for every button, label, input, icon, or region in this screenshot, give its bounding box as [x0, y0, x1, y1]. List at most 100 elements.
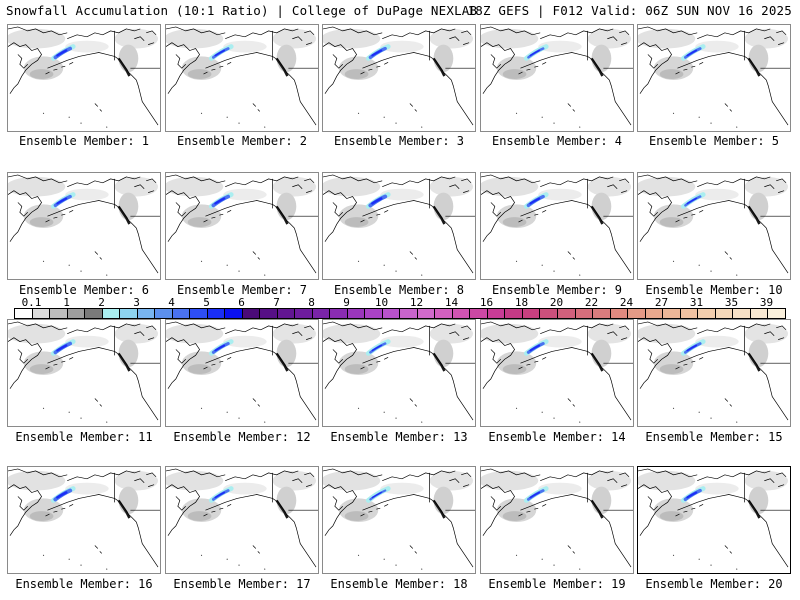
ensemble-member-panel-16[interactable]	[7, 466, 161, 574]
snow-shading-ocean-core	[29, 364, 54, 374]
map-plot	[323, 321, 475, 423]
island-dot	[238, 564, 240, 566]
colorbar-tick-label: 24	[619, 296, 634, 309]
ensemble-member-panel-4[interactable]	[480, 24, 634, 132]
coastline	[638, 468, 698, 478]
snow-shading-siberia	[166, 176, 224, 197]
snow-shading-ocean-core	[187, 511, 212, 521]
colorbar-tick-label: 14	[444, 296, 459, 309]
map-plot	[166, 468, 318, 570]
island-dot	[383, 411, 385, 413]
coastline	[166, 174, 226, 184]
ensemble-member-label: Ensemble Member: 19	[488, 577, 626, 591]
ensemble-member-panel-1[interactable]	[7, 24, 161, 132]
colorbar-cell	[347, 309, 366, 318]
snow-coast-range-heavy	[747, 57, 761, 77]
ensemble-member-panel-8[interactable]	[322, 172, 476, 280]
island-dot	[421, 274, 423, 276]
snow-shading-alaska	[695, 482, 739, 495]
ensemble-member-panel-17[interactable]	[165, 466, 319, 574]
ensemble-member-panel-15[interactable]	[637, 319, 791, 427]
island-dot	[68, 558, 70, 560]
ensemble-member-panel-18[interactable]	[322, 466, 476, 574]
coastline	[449, 30, 472, 45]
ensemble-member-label: Ensemble Member: 9	[491, 283, 623, 297]
ensemble-member-panel-3[interactable]	[322, 24, 476, 132]
snow-band-heavy	[214, 344, 226, 352]
ensemble-member-panel-11[interactable]	[7, 319, 161, 427]
colorbar-tick-label: 35	[724, 296, 739, 309]
coastline	[647, 349, 658, 364]
snow-shading-ocean-core	[344, 511, 369, 521]
snow-coast-range-heavy	[117, 499, 131, 519]
coastline	[409, 251, 418, 260]
island-dot	[672, 112, 675, 114]
ensemble-member-panel-12[interactable]	[165, 319, 319, 427]
ensemble-member-label: Ensemble Member: 20	[645, 577, 783, 591]
coastline	[450, 521, 474, 568]
colorbar-cell	[365, 309, 383, 318]
colorbar-tick-label: 5	[203, 296, 210, 309]
snow-shading-alaska	[223, 335, 267, 348]
island-dot	[264, 568, 266, 570]
island-dot	[672, 554, 675, 556]
ensemble-member-panel-5[interactable]	[637, 24, 791, 132]
map-plot	[481, 468, 633, 570]
ensemble-member-panel-7[interactable]	[165, 172, 319, 280]
coastline	[293, 521, 317, 568]
coastline	[449, 325, 472, 340]
island-dot	[395, 122, 397, 124]
coastline	[323, 190, 357, 242]
island-dot	[698, 558, 700, 560]
coastline	[518, 356, 547, 370]
snow-shading-alaska	[223, 40, 267, 53]
snow-coast-range-heavy	[747, 499, 761, 519]
snow-shading-alaska	[380, 335, 424, 348]
coastline	[175, 496, 186, 511]
coastline	[8, 26, 68, 36]
ensemble-member-label: Ensemble Member: 3	[333, 134, 465, 148]
ensemble-member-panel-14[interactable]	[480, 319, 634, 427]
coastline	[362, 200, 452, 229]
ensemble-member-panel-2[interactable]	[165, 24, 319, 132]
coastline	[8, 468, 68, 478]
map-plot	[481, 321, 633, 423]
coastline	[293, 79, 317, 126]
snow-band-heavy	[371, 491, 382, 499]
snow-band-heavy	[529, 49, 540, 57]
coastline	[677, 347, 767, 376]
island-dot	[106, 421, 108, 423]
ensemble-member-panel-10[interactable]	[637, 172, 791, 280]
coastline	[332, 54, 343, 69]
island-dot	[579, 126, 581, 128]
coastline	[8, 42, 42, 94]
snow-coast-range-heavy	[590, 352, 604, 372]
ensemble-member-panel-9[interactable]	[480, 172, 634, 280]
map-plot	[638, 321, 790, 423]
coastline	[135, 521, 159, 568]
map-plot	[481, 174, 633, 276]
snow-coast-range-heavy	[275, 352, 289, 372]
ensemble-member-panel-6[interactable]	[7, 172, 161, 280]
island-dot	[736, 421, 738, 423]
island-dot	[698, 116, 700, 118]
ensemble-member-panel-20[interactable]	[637, 466, 791, 574]
snow-shading-canada	[587, 28, 632, 49]
snow-coast-range-heavy	[432, 499, 446, 519]
island-dot	[383, 264, 385, 266]
island-dot	[264, 421, 266, 423]
coastline	[724, 545, 733, 554]
coastline	[323, 174, 383, 184]
ensemble-member-panel-13[interactable]	[322, 319, 476, 427]
snow-coast-range-heavy	[590, 57, 604, 77]
snow-shading-canada	[429, 28, 474, 49]
island-dot	[200, 112, 203, 114]
ensemble-member-panel-19[interactable]	[480, 466, 634, 574]
island-dot	[553, 417, 555, 419]
ensemble-member-label: Ensemble Member: 16	[15, 577, 153, 591]
snow-shading-siberia	[166, 470, 224, 491]
coastline	[166, 468, 226, 478]
colorbar-tick-label: 12	[409, 296, 424, 309]
island-dot	[226, 116, 228, 118]
coastline	[47, 200, 137, 229]
